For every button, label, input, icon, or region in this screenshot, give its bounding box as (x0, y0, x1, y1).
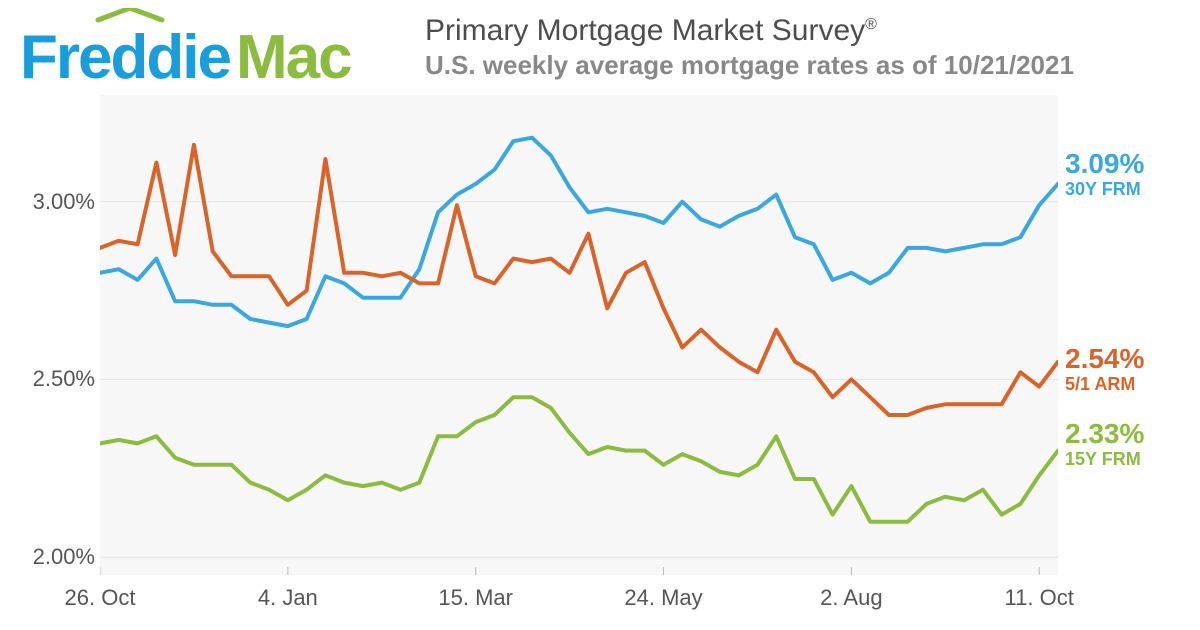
y-axis-label: 3.00% (5, 189, 95, 215)
header: FreddieMac Primary Mortgage Market Surve… (20, 8, 1074, 98)
x-axis-label: 24. May (624, 585, 702, 611)
plot-svg (100, 95, 1058, 575)
freddie-mac-logo: FreddieMac (20, 8, 410, 98)
chart: 2.00% 2.50% 3.00% 26. Oct 4. Jan 15. Mar 24. … (0, 95, 1200, 630)
x-axis-label: 26. Oct (65, 585, 136, 611)
series-end-label: 2.54% 5/1 ARM (1065, 345, 1195, 393)
x-axis-label: 4. Jan (258, 585, 318, 611)
series-end-name: 15Y FRM (1065, 450, 1195, 468)
series-end-value: 2.54% (1065, 345, 1195, 373)
y-axis-label: 2.00% (5, 544, 95, 570)
series-end-label: 3.09% 30Y FRM (1065, 150, 1195, 198)
chart-title: Primary Mortgage Market Survey® (425, 14, 1074, 48)
series-end-label: 2.33% 15Y FRM (1065, 420, 1195, 468)
svg-text:FreddieMac: FreddieMac (20, 23, 351, 92)
x-axis-label: 11. Oct (1005, 585, 1074, 611)
y-axis-label: 2.50% (5, 366, 95, 392)
chart-subtitle: U.S. weekly average mortgage rates as of… (425, 50, 1074, 81)
logo-text-mac: Mac (236, 23, 351, 92)
plot-background (100, 95, 1058, 575)
series-end-value: 3.09% (1065, 150, 1195, 178)
series-end-value: 2.33% (1065, 420, 1195, 448)
series-end-name: 5/1 ARM (1065, 375, 1195, 393)
title-block: Primary Mortgage Market Survey® U.S. wee… (425, 14, 1074, 81)
logo-text-freddie: Freddie (20, 23, 230, 92)
x-axis-label: 15. Mar (438, 585, 513, 611)
x-axis-label: 2. Aug (820, 585, 882, 611)
series-end-name: 30Y FRM (1065, 180, 1195, 198)
